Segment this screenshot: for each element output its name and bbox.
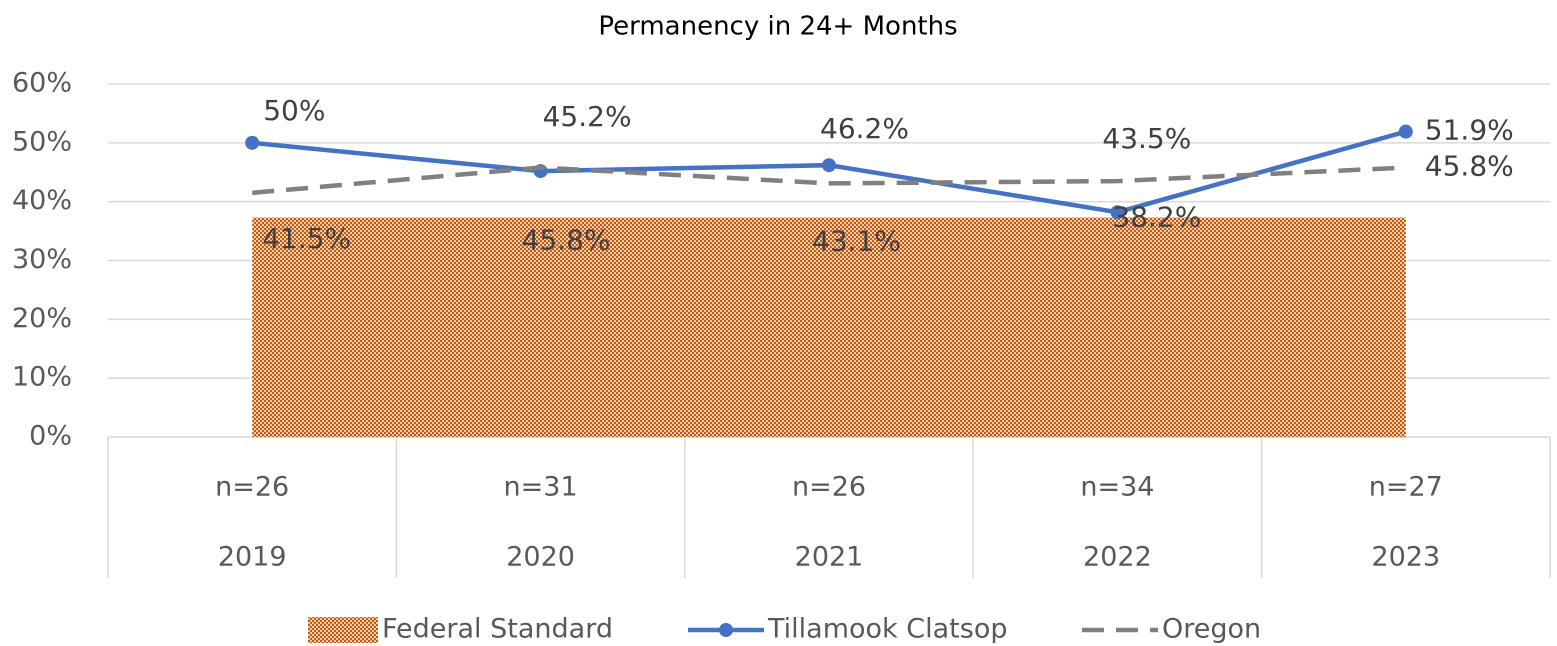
x-tick-label: 2023	[1371, 542, 1440, 573]
legend-label: Oregon	[1162, 614, 1261, 645]
data-label: 50%	[263, 94, 325, 127]
x-tick-label: 2020	[506, 542, 575, 573]
data-label: 46.2%	[820, 112, 909, 145]
y-tick-label: 10%	[12, 362, 72, 393]
marker	[245, 135, 260, 150]
legend-label: Tillamook Clatsop	[767, 614, 1007, 645]
marker	[822, 158, 836, 173]
y-tick-label: 0%	[29, 421, 72, 452]
y-tick-label: 60%	[12, 68, 72, 99]
data-label: 45.2%	[543, 100, 632, 133]
marker	[1110, 205, 1125, 220]
data-label: 43.5%	[1102, 122, 1191, 155]
data-label: 45.8%	[522, 224, 611, 257]
y-tick-label: 40%	[12, 185, 72, 216]
legend-marker	[719, 623, 733, 637]
y-tick-label: 20%	[12, 303, 72, 334]
x-tick-label: 2019	[218, 542, 287, 573]
data-label: 51.9%	[1425, 114, 1514, 147]
chart-title: Permanency in 24+ Months	[598, 12, 957, 42]
y-tick-label: 50%	[12, 126, 72, 157]
data-label: 38.2%	[1112, 200, 1201, 233]
x-sublabel: n=26	[792, 472, 866, 503]
line	[252, 165, 1406, 196]
data-label: 41.5%	[262, 222, 351, 255]
x-sublabel: n=27	[1369, 472, 1443, 503]
marker	[1398, 124, 1413, 139]
legend-label: Federal Standard	[382, 614, 613, 645]
x-sublabel: n=26	[215, 472, 289, 503]
legend-swatch	[308, 617, 378, 643]
x-tick-label: 2021	[795, 542, 864, 573]
area	[252, 217, 1406, 437]
x-tick-label: 2022	[1083, 542, 1152, 573]
y-tick-label: 30%	[12, 244, 72, 275]
data-label: 43.1%	[812, 224, 901, 257]
data-label: 45.8%	[1425, 150, 1514, 183]
x-sublabel: n=34	[1080, 472, 1154, 503]
x-sublabel: n=31	[504, 472, 578, 503]
